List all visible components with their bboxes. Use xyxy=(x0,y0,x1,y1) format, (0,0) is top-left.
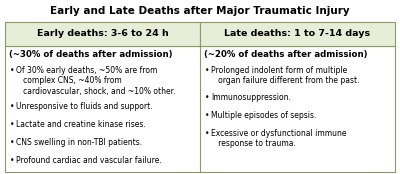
Text: Late deaths: 1 to 7-14 days: Late deaths: 1 to 7-14 days xyxy=(224,30,370,38)
Text: •: • xyxy=(205,111,210,120)
Text: Profound cardiac and vascular failure.: Profound cardiac and vascular failure. xyxy=(16,156,162,165)
Text: (~30% of deaths after admission): (~30% of deaths after admission) xyxy=(9,50,172,60)
Text: (~20% of deaths after admission): (~20% of deaths after admission) xyxy=(204,50,368,60)
Text: •: • xyxy=(205,129,210,138)
Text: Of 30% early deaths, ~50% are from
   complex CNS, ~40% from
   cardiovascular, : Of 30% early deaths, ~50% are from compl… xyxy=(16,66,176,96)
Text: Prolonged indolent form of multiple
   organ failure different from the past.: Prolonged indolent form of multiple orga… xyxy=(211,66,360,85)
Text: Excessive or dysfunctional immune
   response to trauma.: Excessive or dysfunctional immune respon… xyxy=(211,129,346,148)
Text: •: • xyxy=(10,138,14,147)
Text: CNS swelling in non-TBI patients.: CNS swelling in non-TBI patients. xyxy=(16,138,142,147)
Bar xyxy=(200,22,395,46)
Text: Multiple episodes of sepsis.: Multiple episodes of sepsis. xyxy=(211,111,316,120)
Text: Unresponsive to fluids and support.: Unresponsive to fluids and support. xyxy=(16,102,153,111)
Bar xyxy=(5,46,395,172)
Text: •: • xyxy=(10,120,14,129)
Text: •: • xyxy=(10,156,14,165)
Text: Immunosuppression.: Immunosuppression. xyxy=(211,93,291,102)
Text: •: • xyxy=(10,66,14,75)
Text: •: • xyxy=(205,93,210,102)
Bar xyxy=(5,22,200,46)
Text: •: • xyxy=(205,66,210,75)
Text: •: • xyxy=(10,102,14,111)
Text: Early deaths: 3-6 to 24 h: Early deaths: 3-6 to 24 h xyxy=(37,30,168,38)
Text: Early and Late Deaths after Major Traumatic Injury: Early and Late Deaths after Major Trauma… xyxy=(50,6,350,16)
Text: Lactate and creatine kinase rises.: Lactate and creatine kinase rises. xyxy=(16,120,146,129)
